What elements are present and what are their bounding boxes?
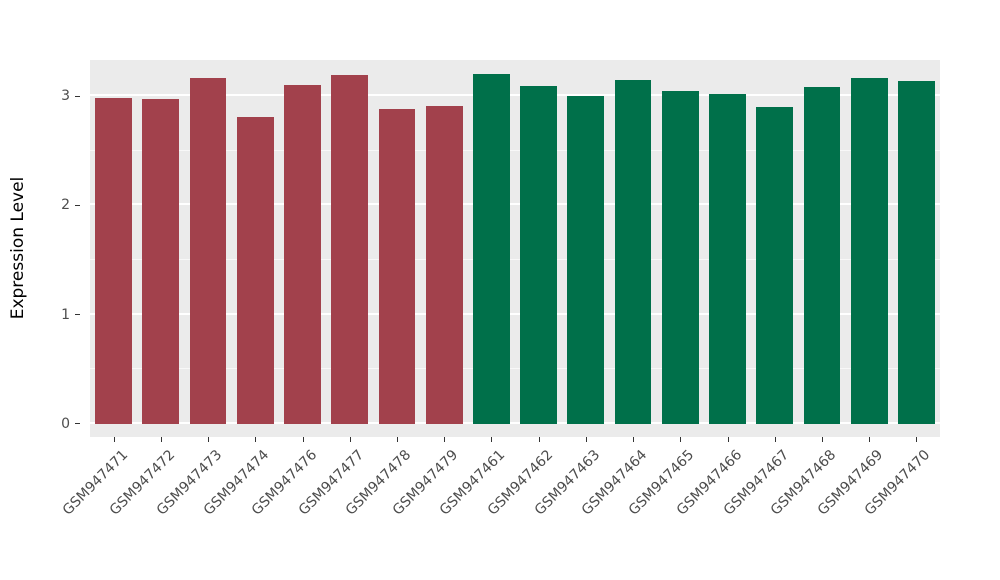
y-tick-label: 0 (61, 415, 70, 432)
x-tick-mark (208, 437, 210, 442)
major-gridline (90, 94, 940, 97)
y-tick-mark (75, 204, 80, 206)
y-tick-mark (75, 423, 80, 425)
bar-GSM947476 (284, 85, 321, 424)
major-gridline (90, 203, 940, 206)
x-tick-mark (916, 437, 918, 442)
y-tick-label: 3 (61, 88, 70, 105)
bar-GSM947473 (189, 77, 227, 424)
bar-GSM947464 (614, 79, 652, 424)
minor-gridline (90, 368, 940, 370)
bar-GSM947467 (756, 107, 794, 424)
x-tick-mark (821, 437, 823, 442)
major-gridline (90, 312, 940, 315)
x-tick-mark (869, 437, 871, 442)
y-tick-label: 2 (61, 197, 70, 214)
y-axis: 0 1 2 3 (0, 60, 80, 437)
x-tick-mark (727, 437, 729, 442)
x-tick-mark (255, 437, 257, 442)
x-tick-mark (349, 437, 351, 442)
x-tick-mark (444, 437, 446, 442)
x-tick-mark (160, 437, 162, 442)
x-tick-mark (633, 437, 635, 442)
bar-GSM947470 (897, 80, 935, 424)
bar-GSM947469 (850, 77, 888, 424)
bar-GSM947477 (331, 75, 369, 424)
x-axis: GSM947471 GSM947472 GSM947473 GSM947474 GSM9… (59, 437, 940, 567)
y-tick-label: 1 (61, 306, 70, 323)
bar-GSM947461 (472, 74, 510, 424)
bar-GSM947474 (236, 116, 274, 424)
bar-GSM947468 (803, 87, 841, 424)
x-tick-mark (538, 437, 540, 442)
y-tick-mark (75, 314, 80, 316)
bar-GSM947465 (661, 90, 699, 424)
bar-GSM947466 (709, 93, 746, 424)
bar-GSM947463 (567, 96, 605, 424)
x-tick-mark (585, 437, 587, 442)
bar-GSM947478 (378, 109, 416, 424)
x-tick-mark (396, 437, 398, 442)
y-tick-mark (75, 95, 80, 97)
plot-panel (90, 60, 940, 437)
bar-GSM947472 (142, 99, 180, 424)
x-tick-mark (774, 437, 776, 442)
bar-GSM947471 (95, 98, 133, 424)
bar-GSM947479 (425, 105, 463, 424)
minor-gridline (90, 149, 940, 151)
x-tick-mark (491, 437, 493, 442)
x-tick-mark (680, 437, 682, 442)
major-gridline (90, 421, 940, 424)
minor-gridline (90, 258, 940, 260)
bar-GSM947462 (520, 86, 558, 424)
x-tick-mark (302, 437, 304, 442)
x-tick-mark (113, 437, 115, 442)
